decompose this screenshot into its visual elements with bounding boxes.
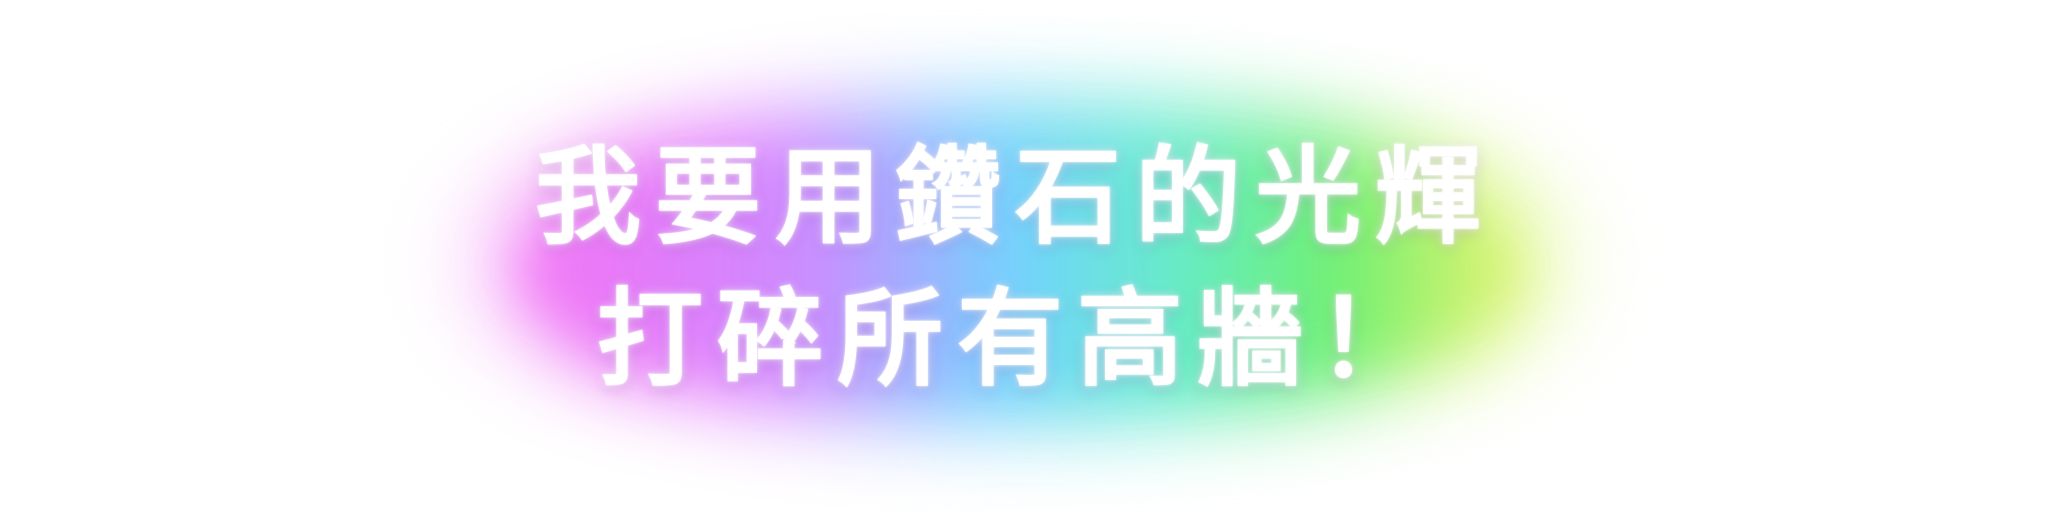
headline-line-2: 打碎所有高牆！ <box>597 278 1437 401</box>
rainbow-glow-core <box>520 150 1520 390</box>
headline-line-1: 我要用鑽石的光輝 <box>535 136 1495 259</box>
